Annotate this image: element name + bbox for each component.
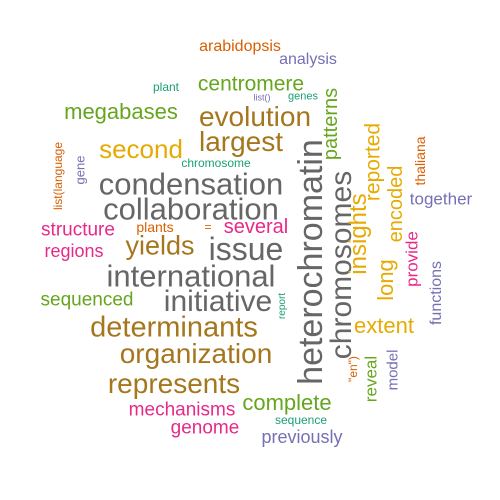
word-regions: regions (44, 241, 104, 261)
word-previously: previously (261, 427, 343, 447)
word-equals: = (204, 220, 212, 234)
word-plants: plants (136, 219, 174, 235)
word-condensation: condensation (98, 166, 284, 202)
word-genome: genome (170, 417, 240, 439)
word-organization: organization (119, 338, 273, 369)
word-arabidopsis: arabidopsis (199, 38, 281, 55)
word-analysis: analysis (279, 51, 337, 68)
word-several: several (223, 216, 289, 238)
word-centromere: centromere (197, 72, 305, 96)
word-plant: plant (152, 80, 180, 94)
word-sequenced: sequenced (40, 289, 134, 311)
word-megabases: megabases (64, 99, 178, 124)
word-determinants: determinants (90, 311, 258, 344)
word-functions: functions (428, 260, 445, 326)
word-report: report (277, 292, 288, 320)
word-sequence: sequence (274, 413, 328, 427)
word-chromosome: chromosome (181, 156, 251, 170)
word-list-empty: list() (253, 92, 271, 103)
word-represents: represents (107, 368, 241, 399)
word-yields: yields (125, 230, 195, 261)
word-evolution: evolution (198, 101, 312, 132)
word-complete: complete (242, 390, 332, 415)
word-second: second (99, 134, 183, 164)
word-collaboration: collaboration (103, 191, 279, 227)
word-model: model (384, 349, 402, 391)
word-largest: largest (198, 126, 284, 157)
word-insights: insights (345, 193, 372, 275)
word-heterochromatin: heterochromatin (292, 139, 330, 385)
word-genes: genes (288, 90, 318, 103)
word-thaliana: thaliana (412, 136, 428, 186)
word-together: together (409, 189, 473, 209)
word-long: long (373, 259, 398, 301)
word-international: international (106, 258, 276, 294)
word-en-quote: "en") (346, 356, 360, 382)
word-issue: issue (208, 231, 284, 267)
word-list-language: list(language (51, 141, 65, 211)
word-structure: structure (41, 219, 115, 241)
word-patterns: patterns (320, 87, 342, 161)
word-provide: provide (402, 231, 422, 287)
word-initiative: initiative (163, 285, 273, 318)
word-extent: extent (354, 313, 414, 338)
word-reported: reported (361, 122, 385, 202)
word-gene: gene (72, 155, 88, 185)
word-reveal: reveal (361, 355, 381, 403)
word-mechanisms: mechanisms (128, 399, 236, 421)
